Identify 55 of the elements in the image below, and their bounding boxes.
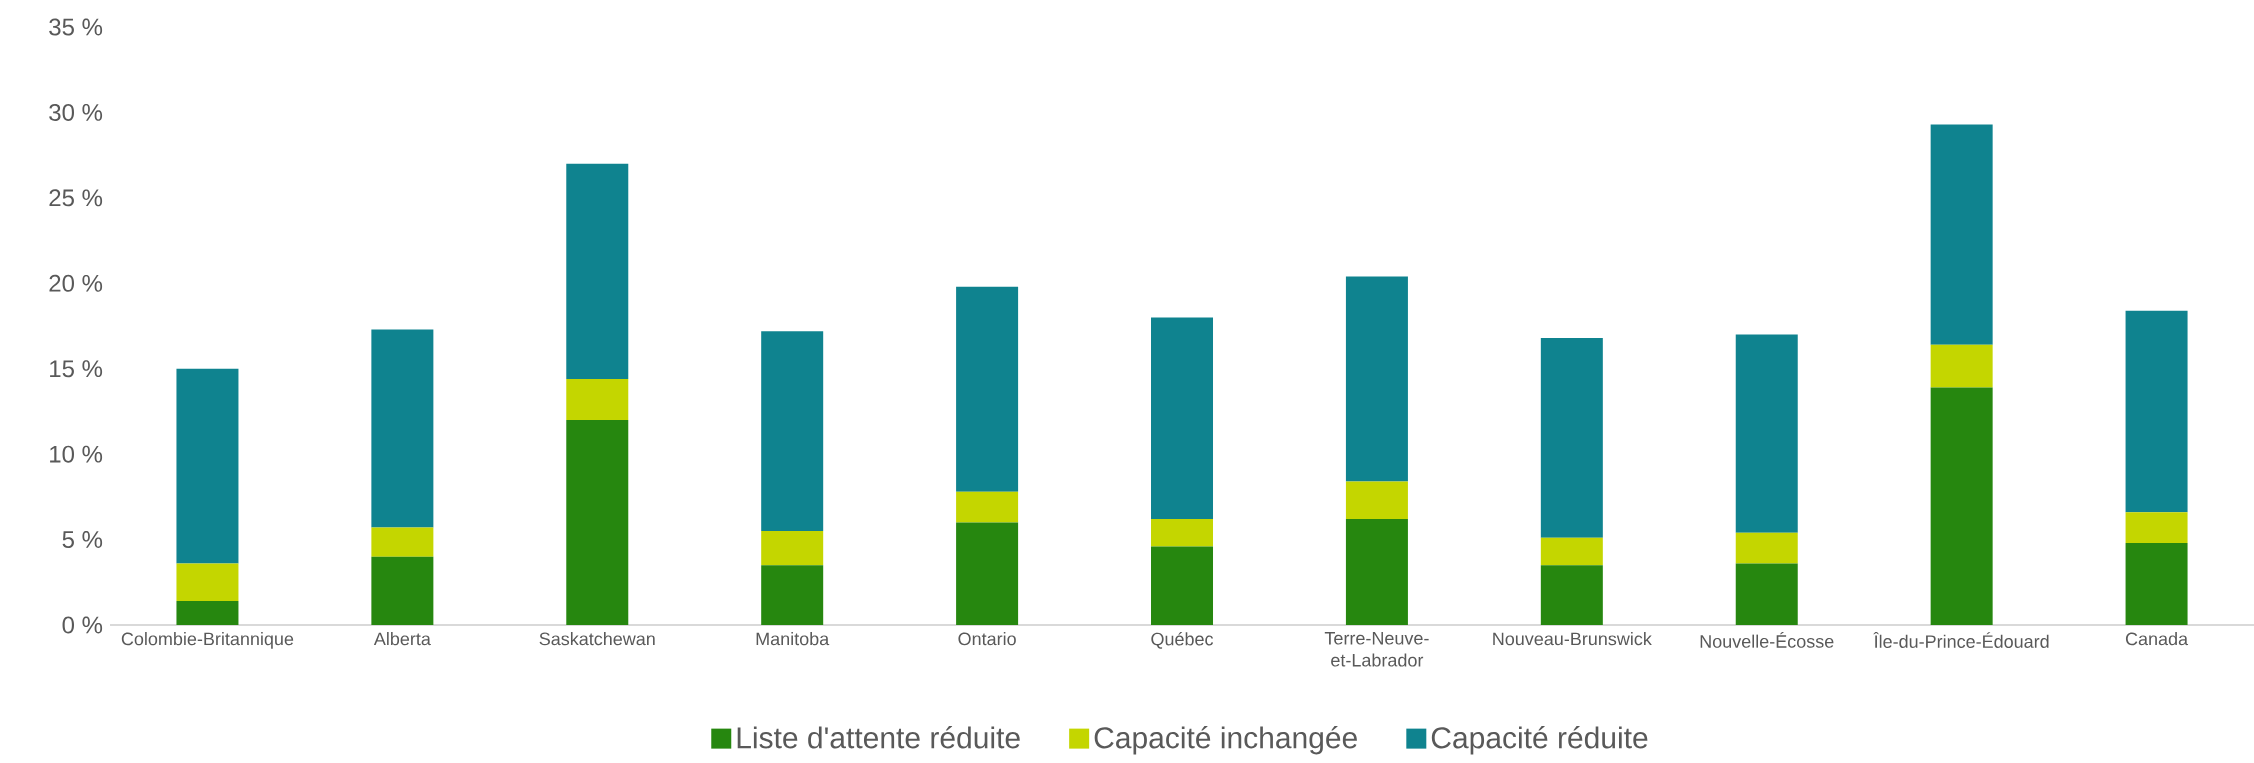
x-tick-label: Ontario: [958, 632, 1016, 646]
bar: [1735, 563, 1798, 625]
x-tick-label: Nouvelle-Écosse: [1700, 632, 1834, 648]
bar: [1540, 537, 1603, 566]
bar: [1540, 337, 1603, 538]
x-tick-label: Alberta: [373, 632, 431, 646]
bar: [2125, 512, 2188, 543]
bar: [371, 329, 434, 528]
bar: [2125, 310, 2188, 513]
bar: [1930, 387, 1993, 625]
bar: [2125, 542, 2188, 625]
legend-label: Liste d'attente réduite: [737, 726, 1020, 749]
x-tick-label: Nouveau-Brunswick: [1493, 632, 1652, 646]
bar: [1345, 481, 1408, 520]
bar: [761, 331, 824, 532]
bar: [1151, 317, 1214, 520]
legend-label: Capacité réduite: [1431, 726, 1648, 755]
x-tick-label: Terre-Neuve-et-Labrador: [1324, 632, 1429, 667]
y-tick-label: 10 %: [50, 445, 103, 463]
bar: [956, 286, 1019, 492]
y-tick-label: 0 %: [62, 616, 103, 634]
bar: [1151, 546, 1214, 625]
bar: [1930, 344, 1993, 388]
bar: [371, 527, 434, 557]
y-tick-label: 30 %: [49, 103, 103, 121]
bar: [566, 419, 629, 625]
bar: [1345, 519, 1408, 625]
bar: [761, 565, 824, 625]
bar: [1151, 519, 1214, 547]
bar: [371, 556, 434, 625]
bar: [1930, 124, 1993, 345]
y-tick-label: 35 %: [49, 18, 103, 36]
bar: [176, 601, 239, 625]
legend-label: Capacité inchangée: [1094, 726, 1357, 755]
bar: [956, 522, 1019, 625]
bar: [1345, 276, 1408, 482]
x-tick-label: Canada: [2125, 632, 2189, 646]
bar: [956, 491, 1019, 523]
x-tick-label: Manitoba: [756, 632, 830, 646]
bar: [1735, 334, 1798, 533]
x-tick-label: Colombie-Britannique: [121, 632, 294, 649]
bar: [566, 163, 629, 379]
y-tick-label: 15 %: [50, 360, 103, 378]
y-tick-label: 5 %: [62, 531, 103, 549]
bar: [176, 368, 239, 564]
bar: [566, 378, 629, 420]
bar: [1540, 565, 1603, 625]
x-tick-label: Île-du-Prince-Édouard: [1873, 632, 2049, 648]
x-tick-label: Québec: [1151, 632, 1214, 649]
y-tick-label: 25 %: [49, 189, 103, 207]
x-tick-label: Saskatchewan: [539, 632, 655, 646]
y-tick-label: 20 %: [49, 274, 103, 292]
bar: [1735, 532, 1798, 564]
bar: [176, 563, 239, 602]
bar: [761, 531, 824, 566]
